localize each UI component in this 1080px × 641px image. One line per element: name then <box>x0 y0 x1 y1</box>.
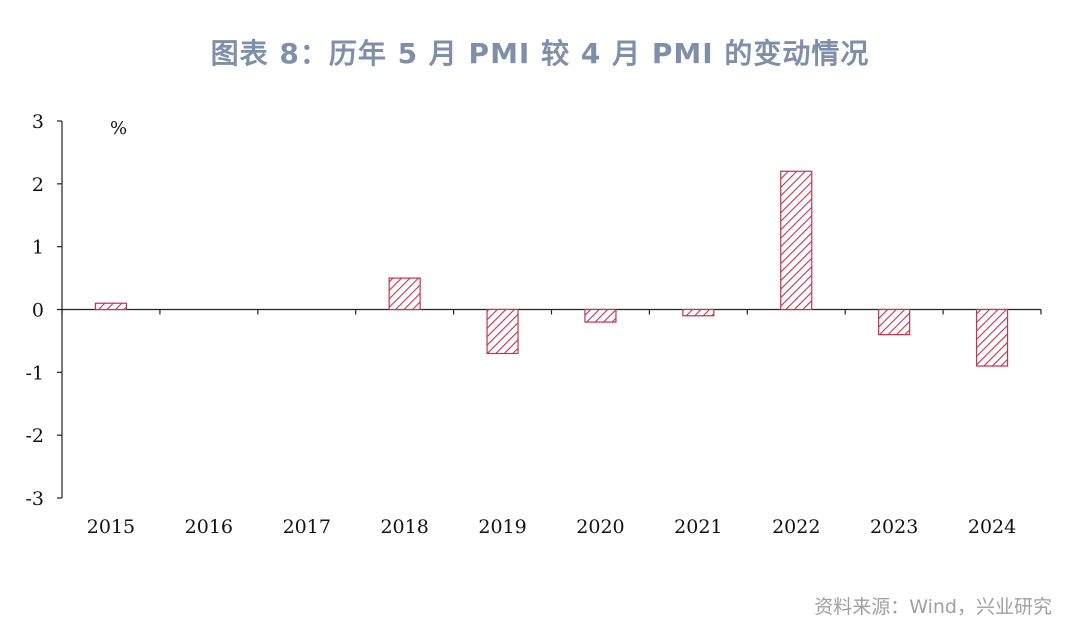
y-tick-label: -2 <box>25 425 44 447</box>
bar-2015 <box>94 302 128 311</box>
x-tick-label: 2018 <box>380 516 428 538</box>
chart-bars <box>94 170 1009 367</box>
x-tick-label: 2023 <box>870 516 918 538</box>
chart-tick-labels: 3 2 1 0 -1 -2 -3 2015 2016 2017 2018 2019 2020 2021 20… <box>25 111 1016 538</box>
x-tick-label: 2022 <box>772 516 820 538</box>
x-tick-label: 2016 <box>185 516 233 538</box>
chart-axes <box>57 120 1042 499</box>
x-tick-label: 2020 <box>576 516 624 538</box>
bar-2018 <box>388 277 421 311</box>
bar-2023 <box>878 308 911 336</box>
y-tick-label: 1 <box>32 237 44 259</box>
bar-2019 <box>486 308 519 355</box>
bar-2022 <box>780 170 813 311</box>
source-note: 资料来源：Wind，兴业研究 <box>814 596 1052 618</box>
y-tick-label: 2 <box>32 174 44 196</box>
x-tick-label: 2021 <box>674 516 722 538</box>
x-tick-label: 2019 <box>478 516 526 538</box>
bar-2024 <box>975 308 1009 367</box>
y-unit-label: % <box>110 118 127 139</box>
y-tick-label: 0 <box>32 300 44 322</box>
bar-2020 <box>584 308 617 323</box>
x-tick-label: 2017 <box>283 516 331 538</box>
y-tick-label: -1 <box>25 362 44 384</box>
y-tick-label: 3 <box>32 111 44 133</box>
chart-title: 图表 8：历年 5 月 PMI 较 4 月 PMI 的变动情况 <box>210 37 870 70</box>
x-tick-label: 2015 <box>87 516 135 538</box>
y-tick-label: -3 <box>25 488 44 510</box>
bar-2021 <box>682 308 715 317</box>
x-tick-label: 2024 <box>968 516 1016 538</box>
